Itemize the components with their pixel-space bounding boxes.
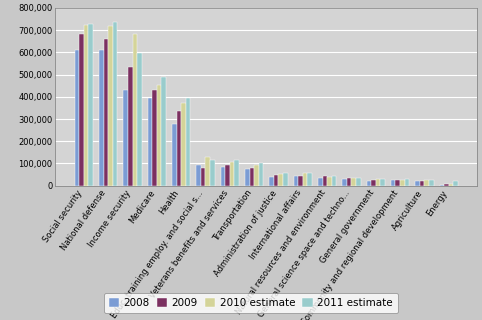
Bar [172, 124, 176, 186]
Bar [396, 180, 400, 186]
Bar [137, 53, 142, 186]
Bar [356, 178, 361, 186]
Bar [89, 24, 93, 186]
Bar [250, 168, 254, 186]
Bar [449, 184, 454, 186]
Bar [279, 174, 283, 186]
Bar [269, 177, 274, 186]
Bar [254, 165, 259, 186]
Bar [405, 180, 409, 186]
Bar [205, 157, 210, 186]
Bar [176, 111, 181, 186]
Bar [230, 162, 234, 186]
Bar [210, 160, 214, 186]
Bar [75, 50, 79, 186]
Bar [79, 34, 84, 186]
Bar [308, 173, 312, 186]
Bar [332, 176, 336, 186]
Bar [201, 168, 205, 186]
Bar [133, 34, 137, 186]
Bar [108, 26, 113, 186]
Bar [181, 103, 186, 186]
Bar [157, 85, 161, 186]
Bar [444, 185, 449, 186]
Bar [186, 98, 190, 186]
Bar [294, 176, 298, 186]
Bar [380, 179, 385, 186]
Bar [415, 181, 420, 186]
Bar [283, 173, 288, 186]
Bar [298, 176, 303, 186]
Bar [196, 165, 201, 186]
Bar [347, 179, 351, 186]
Bar [274, 175, 279, 186]
Bar [391, 180, 396, 186]
Bar [147, 98, 152, 186]
Bar [351, 179, 356, 186]
Bar [376, 180, 380, 186]
Bar [84, 25, 89, 186]
Bar [225, 164, 230, 186]
Bar [303, 173, 308, 186]
Bar [245, 169, 250, 186]
Bar [113, 22, 118, 186]
Bar [425, 180, 429, 186]
Bar [342, 179, 347, 186]
Bar [161, 76, 166, 186]
Bar [327, 177, 332, 186]
Bar [429, 180, 434, 186]
Bar [366, 181, 371, 186]
Bar [400, 180, 405, 186]
Bar [104, 39, 108, 186]
Bar [322, 176, 327, 186]
Bar [234, 160, 239, 186]
Bar [371, 180, 376, 186]
Bar [128, 67, 133, 186]
Bar [99, 50, 104, 186]
Bar [152, 90, 157, 186]
Legend: 2008, 2009, 2010 estimate, 2011 estimate: 2008, 2009, 2010 estimate, 2011 estimate [104, 293, 398, 313]
Bar [318, 178, 322, 186]
Bar [420, 181, 425, 186]
Bar [259, 164, 263, 186]
Bar [454, 181, 458, 186]
Bar [123, 90, 128, 186]
Bar [221, 167, 225, 186]
